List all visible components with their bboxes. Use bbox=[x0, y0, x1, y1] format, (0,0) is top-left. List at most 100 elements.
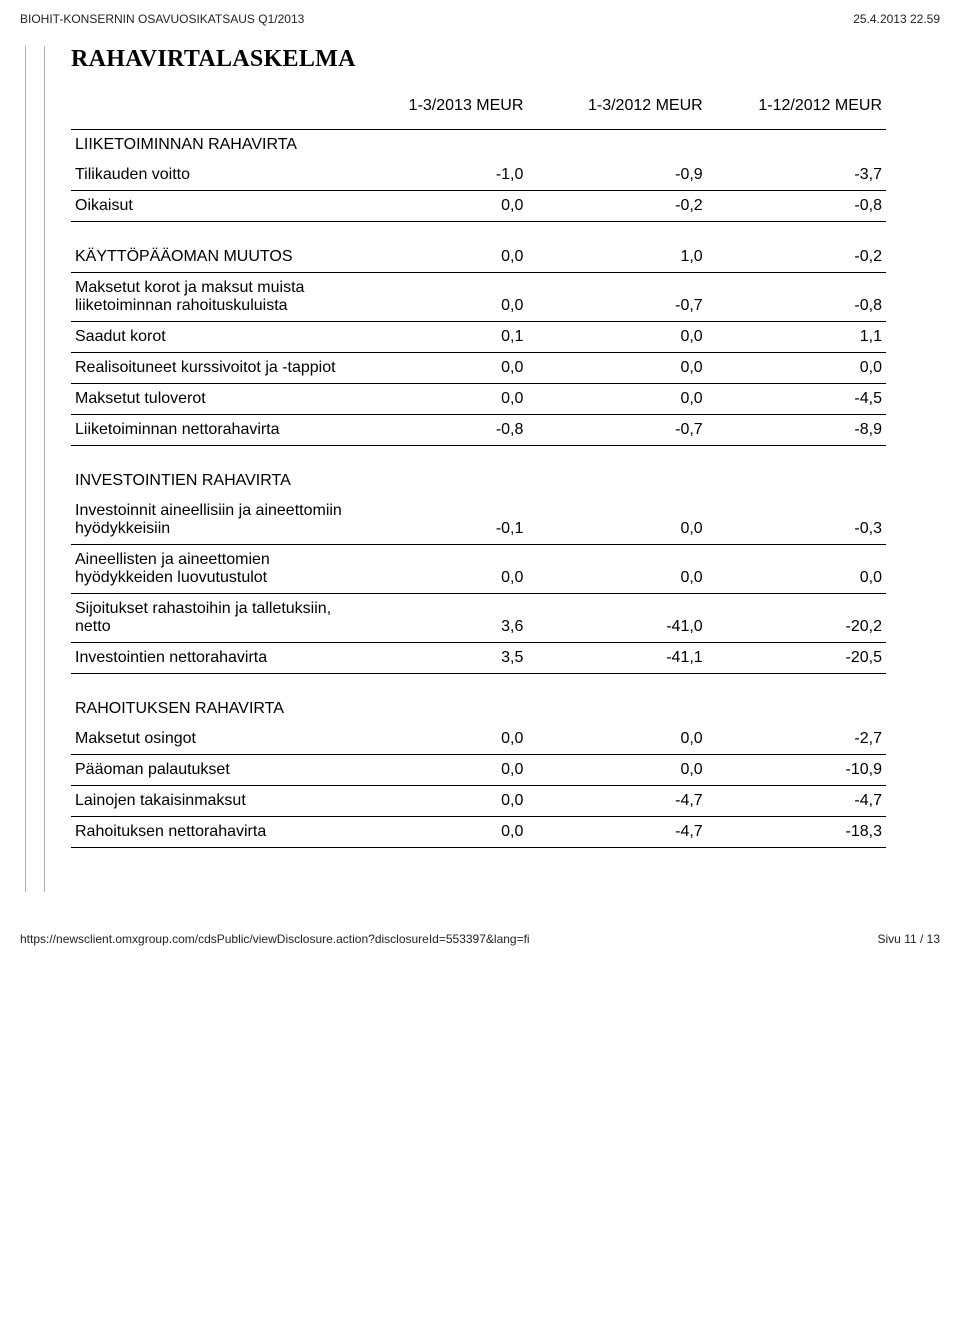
subsection-title-row: RAHOITUKSEN RAHAVIRTA bbox=[71, 694, 886, 724]
row-value: 3,5 bbox=[348, 643, 527, 674]
subsection-title: INVESTOINTIEN RAHAVIRTA bbox=[71, 466, 348, 496]
table-row: Lainojen takaisinmaksut 0,0 -4,7 -4,7 bbox=[71, 786, 886, 817]
row-value: -1,0 bbox=[348, 160, 527, 191]
table-row: Investoinnit aineellisiin ja aineettomii… bbox=[71, 496, 886, 545]
row-value: 0,0 bbox=[527, 322, 706, 353]
row-label: Realisoituneet kurssivoitot ja -tappiot bbox=[71, 353, 348, 384]
table-row: Maksetut korot ja maksut muista liiketoi… bbox=[71, 273, 886, 322]
section-title: RAHAVIRTALASKELMA bbox=[71, 46, 886, 73]
row-value: 0,0 bbox=[348, 786, 527, 817]
row-value: -0,9 bbox=[527, 160, 706, 191]
table-row: Aineellisten ja aineettomien hyödykkeide… bbox=[71, 545, 886, 594]
row-label: Sijoitukset rahastoihin ja talletuksiin,… bbox=[71, 594, 348, 643]
row-label: Aineellisten ja aineettomien hyödykkeide… bbox=[71, 545, 348, 594]
row-value: -0,7 bbox=[527, 415, 706, 446]
table-row: Realisoituneet kurssivoitot ja -tappiot … bbox=[71, 353, 886, 384]
table-row: Maksetut tuloverot 0,0 0,0 -4,5 bbox=[71, 384, 886, 415]
row-value: 0,0 bbox=[707, 353, 886, 384]
col-empty bbox=[71, 91, 348, 130]
row-value: 1,0 bbox=[527, 242, 706, 273]
subsection-title-row: INVESTOINTIEN RAHAVIRTA bbox=[71, 466, 886, 496]
row-value: 1,1 bbox=[707, 322, 886, 353]
row-value: 0,0 bbox=[707, 545, 886, 594]
row-value: 0,0 bbox=[527, 496, 706, 545]
row-value: 0,0 bbox=[348, 545, 527, 594]
table-row: Oikaisut 0,0 -0,2 -0,8 bbox=[71, 191, 886, 222]
row-value: 0,0 bbox=[527, 755, 706, 786]
content-outer: RAHAVIRTALASKELMA 1-3/2013 MEUR 1-3/2012… bbox=[25, 46, 910, 892]
row-value: -0,8 bbox=[707, 273, 886, 322]
row-value: -20,2 bbox=[707, 594, 886, 643]
table-row: Rahoituksen nettorahavirta 0,0 -4,7 -18,… bbox=[71, 817, 886, 848]
table-row: Maksetut osingot 0,0 0,0 -2,7 bbox=[71, 724, 886, 755]
row-value: 0,0 bbox=[348, 242, 527, 273]
row-value: 0,1 bbox=[348, 322, 527, 353]
table-row: Sijoitukset rahastoihin ja talletuksiin,… bbox=[71, 594, 886, 643]
row-label: Lainojen takaisinmaksut bbox=[71, 786, 348, 817]
subsection-title-row: LIIKETOIMINNAN RAHAVIRTA bbox=[71, 130, 886, 161]
row-value: -4,5 bbox=[707, 384, 886, 415]
row-label: Investointien nettorahavirta bbox=[71, 643, 348, 674]
subsection-title: RAHOITUKSEN RAHAVIRTA bbox=[71, 694, 348, 724]
cashflow-table: 1-3/2013 MEUR 1-3/2012 MEUR 1-12/2012 ME… bbox=[71, 91, 886, 868]
footer-page: Sivu 11 / 13 bbox=[878, 932, 940, 946]
row-label: Maksetut tuloverot bbox=[71, 384, 348, 415]
row-label: Liiketoiminnan nettorahavirta bbox=[71, 415, 348, 446]
row-label: KÄYTTÖPÄÄOMAN MUUTOS bbox=[71, 242, 348, 273]
row-value: -20,5 bbox=[707, 643, 886, 674]
row-value: -0,7 bbox=[527, 273, 706, 322]
table-row: Liiketoiminnan nettorahavirta -0,8 -0,7 … bbox=[71, 415, 886, 446]
header-left: BIOHIT-KONSERNIN OSAVUOSIKATSAUS Q1/2013 bbox=[20, 12, 304, 26]
row-value: 0,0 bbox=[348, 191, 527, 222]
header-right: 25.4.2013 22.59 bbox=[853, 12, 940, 26]
row-value: -0,8 bbox=[348, 415, 527, 446]
row-value: -0,2 bbox=[527, 191, 706, 222]
row-value: -4,7 bbox=[707, 786, 886, 817]
row-value: -4,7 bbox=[527, 786, 706, 817]
row-value: -0,1 bbox=[348, 496, 527, 545]
row-label: Maksetut osingot bbox=[71, 724, 348, 755]
row-label: Maksetut korot ja maksut muista liiketoi… bbox=[71, 273, 348, 322]
table-row: KÄYTTÖPÄÄOMAN MUUTOS 0,0 1,0 -0,2 bbox=[71, 242, 886, 273]
row-value: -0,2 bbox=[707, 242, 886, 273]
spacer-row bbox=[71, 848, 886, 869]
spacer-row bbox=[71, 674, 886, 695]
row-value: 0,0 bbox=[348, 724, 527, 755]
row-label: Rahoituksen nettorahavirta bbox=[71, 817, 348, 848]
subsection-title: LIIKETOIMINNAN RAHAVIRTA bbox=[71, 130, 348, 161]
row-value: 0,0 bbox=[348, 384, 527, 415]
table-row: Saadut korot 0,1 0,0 1,1 bbox=[71, 322, 886, 353]
col-header: 1-3/2012 MEUR bbox=[527, 91, 706, 130]
column-header-row: 1-3/2013 MEUR 1-3/2012 MEUR 1-12/2012 ME… bbox=[71, 91, 886, 130]
table-row: Tilikauden voitto -1,0 -0,9 -3,7 bbox=[71, 160, 886, 191]
row-label: Investoinnit aineellisiin ja aineettomii… bbox=[71, 496, 348, 545]
row-value: -2,7 bbox=[707, 724, 886, 755]
spacer-row bbox=[71, 446, 886, 467]
row-value: -18,3 bbox=[707, 817, 886, 848]
content-inner: RAHAVIRTALASKELMA 1-3/2013 MEUR 1-3/2012… bbox=[44, 46, 910, 892]
row-value: 0,0 bbox=[348, 755, 527, 786]
row-value: 0,0 bbox=[348, 273, 527, 322]
row-value: 0,0 bbox=[527, 545, 706, 594]
row-value: -41,1 bbox=[527, 643, 706, 674]
row-value: 0,0 bbox=[348, 353, 527, 384]
spacer-row bbox=[71, 222, 886, 243]
row-value: 0,0 bbox=[527, 724, 706, 755]
row-label: Tilikauden voitto bbox=[71, 160, 348, 191]
row-value: -10,9 bbox=[707, 755, 886, 786]
col-header: 1-12/2012 MEUR bbox=[707, 91, 886, 130]
row-value: -8,9 bbox=[707, 415, 886, 446]
row-value: 0,0 bbox=[348, 817, 527, 848]
table-row: Pääoman palautukset 0,0 0,0 -10,9 bbox=[71, 755, 886, 786]
page-header: BIOHIT-KONSERNIN OSAVUOSIKATSAUS Q1/2013… bbox=[20, 12, 940, 26]
row-value: 3,6 bbox=[348, 594, 527, 643]
row-value: 0,0 bbox=[527, 384, 706, 415]
row-value: -4,7 bbox=[527, 817, 706, 848]
row-value: -41,0 bbox=[527, 594, 706, 643]
row-value: 0,0 bbox=[527, 353, 706, 384]
row-label: Saadut korot bbox=[71, 322, 348, 353]
row-value: -0,8 bbox=[707, 191, 886, 222]
col-header: 1-3/2013 MEUR bbox=[348, 91, 527, 130]
row-value: -0,3 bbox=[707, 496, 886, 545]
table-row: Investointien nettorahavirta 3,5 -41,1 -… bbox=[71, 643, 886, 674]
